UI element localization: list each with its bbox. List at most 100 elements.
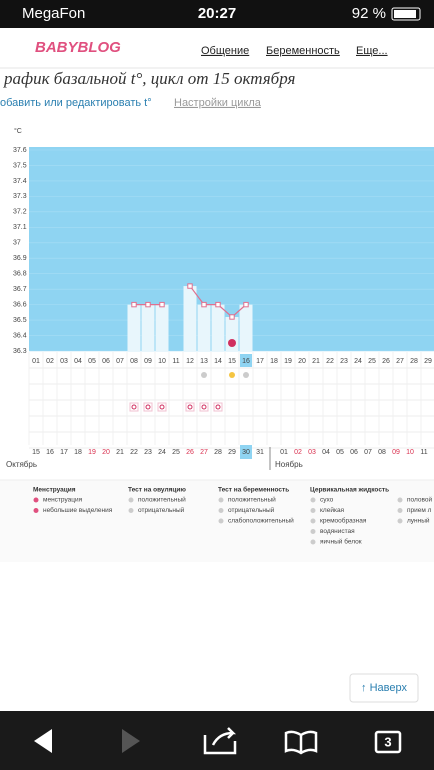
date-label: 10 bbox=[406, 449, 414, 456]
tabs-count[interactable]: 3 bbox=[384, 734, 391, 749]
day-label: 26 bbox=[382, 358, 390, 365]
day-label: 21 bbox=[312, 358, 320, 365]
intercourse-icon bbox=[215, 404, 221, 410]
legend-icon bbox=[397, 518, 403, 524]
day-label: 07 bbox=[116, 358, 124, 365]
date-label: 24 bbox=[158, 449, 166, 456]
carrier: MegaFon bbox=[22, 5, 85, 22]
edit-link[interactable]: обавить или редактировать t° bbox=[0, 97, 152, 109]
bar bbox=[127, 304, 141, 351]
legend-icon bbox=[397, 508, 403, 513]
legend-item: лунный bbox=[407, 517, 430, 525]
legend-icon bbox=[128, 508, 134, 513]
intercourse-box bbox=[185, 402, 195, 412]
y-tick-label: 37.1 bbox=[13, 224, 27, 231]
intercourse-icon bbox=[159, 404, 165, 410]
bar bbox=[197, 304, 211, 351]
point bbox=[131, 301, 137, 308]
moon-icon bbox=[228, 339, 236, 347]
bar bbox=[183, 286, 197, 351]
legend-icon bbox=[310, 508, 316, 513]
status-bar bbox=[0, 0, 434, 28]
battery-level bbox=[394, 10, 416, 18]
y-axis-label: °C bbox=[14, 127, 22, 135]
logo[interactable]: BABYBLOG bbox=[35, 39, 121, 56]
legend-icon bbox=[218, 518, 224, 524]
legend-item: сухо bbox=[320, 497, 334, 504]
date-label: 21 bbox=[116, 449, 124, 456]
share-button[interactable] bbox=[203, 727, 237, 755]
day-label: 09 bbox=[144, 358, 152, 365]
day-label: 01 bbox=[32, 358, 40, 365]
bookmarks-button[interactable] bbox=[284, 730, 318, 755]
day-label: 06 bbox=[102, 358, 110, 365]
date-label: 26 bbox=[186, 449, 194, 456]
nav-link[interactable]: Беременность bbox=[266, 45, 340, 57]
legend-icon bbox=[33, 508, 39, 513]
date-label: 03 bbox=[308, 449, 316, 456]
date-label: 30 bbox=[242, 449, 250, 456]
y-tick-label: 36.7 bbox=[13, 286, 27, 293]
top-button-label[interactable]: ↑ Наверх bbox=[361, 682, 407, 694]
ovulation-icon bbox=[243, 372, 249, 378]
back-button[interactable] bbox=[34, 729, 52, 753]
y-tick-label: 36.8 bbox=[13, 271, 27, 278]
legend-title: Менструация bbox=[33, 487, 76, 494]
day-label: 10 bbox=[158, 358, 166, 365]
date-label: 16 bbox=[46, 449, 54, 456]
date-label: 18 bbox=[74, 449, 82, 456]
point bbox=[159, 301, 165, 308]
forward-button[interactable] bbox=[122, 729, 140, 753]
date-label: 11 bbox=[420, 449, 427, 456]
nav-link[interactable]: Еще... bbox=[356, 45, 388, 57]
date-label: 22 bbox=[130, 449, 138, 456]
day-label: 14 bbox=[214, 358, 222, 365]
clock: 20:27 bbox=[198, 5, 236, 22]
y-tick-label: 37.6 bbox=[13, 147, 27, 154]
day-highlight bbox=[240, 354, 252, 367]
intercourse-box bbox=[213, 402, 223, 412]
settings-link[interactable]: Настройки цикла bbox=[174, 97, 262, 109]
bar bbox=[155, 304, 169, 351]
date-label: 15 bbox=[32, 449, 40, 456]
legend-title: Тест на овуляцию bbox=[128, 487, 186, 494]
date-label: 17 bbox=[60, 449, 68, 456]
tabs-button[interactable] bbox=[374, 730, 402, 754]
date-label: 06 bbox=[350, 449, 358, 456]
day-label: 04 bbox=[74, 358, 82, 365]
legend-icon bbox=[310, 497, 316, 503]
intercourse-box bbox=[143, 402, 153, 412]
legend-item: прием л bbox=[407, 507, 432, 514]
date-label: 08 bbox=[378, 449, 386, 456]
y-tick-label: 37.2 bbox=[13, 209, 27, 216]
header bbox=[0, 28, 434, 68]
day-label: 02 bbox=[46, 358, 54, 365]
legend-item: положительный bbox=[138, 496, 186, 504]
date-label: 09 bbox=[392, 449, 400, 456]
top-button[interactable] bbox=[349, 673, 419, 703]
date-label: 19 bbox=[88, 449, 96, 456]
bar bbox=[239, 304, 253, 351]
nav-link[interactable]: Общение bbox=[201, 45, 249, 57]
legend-area bbox=[0, 480, 434, 562]
day-label: 29 bbox=[424, 358, 432, 365]
day-label: 08 bbox=[130, 358, 138, 365]
bar bbox=[211, 304, 225, 351]
intercourse-icon bbox=[131, 404, 137, 410]
month-label: Октябрь bbox=[6, 460, 37, 469]
legend-icon bbox=[33, 497, 39, 503]
legend-item: кремообразная bbox=[320, 517, 367, 525]
point bbox=[215, 301, 221, 308]
day-label: 24 bbox=[354, 358, 362, 365]
legend-item: отрицательный bbox=[138, 506, 185, 514]
y-tick-label: 36.4 bbox=[13, 332, 27, 339]
day-label: 25 bbox=[368, 358, 376, 365]
legend-item: слабоположительный bbox=[228, 517, 294, 525]
date-label: 29 bbox=[228, 449, 236, 456]
day-label: 12 bbox=[186, 358, 194, 365]
y-tick-label: 36.6 bbox=[13, 301, 27, 308]
legend-icon bbox=[310, 529, 316, 534]
legend-item: отрицательный bbox=[228, 506, 275, 514]
point bbox=[187, 283, 193, 289]
